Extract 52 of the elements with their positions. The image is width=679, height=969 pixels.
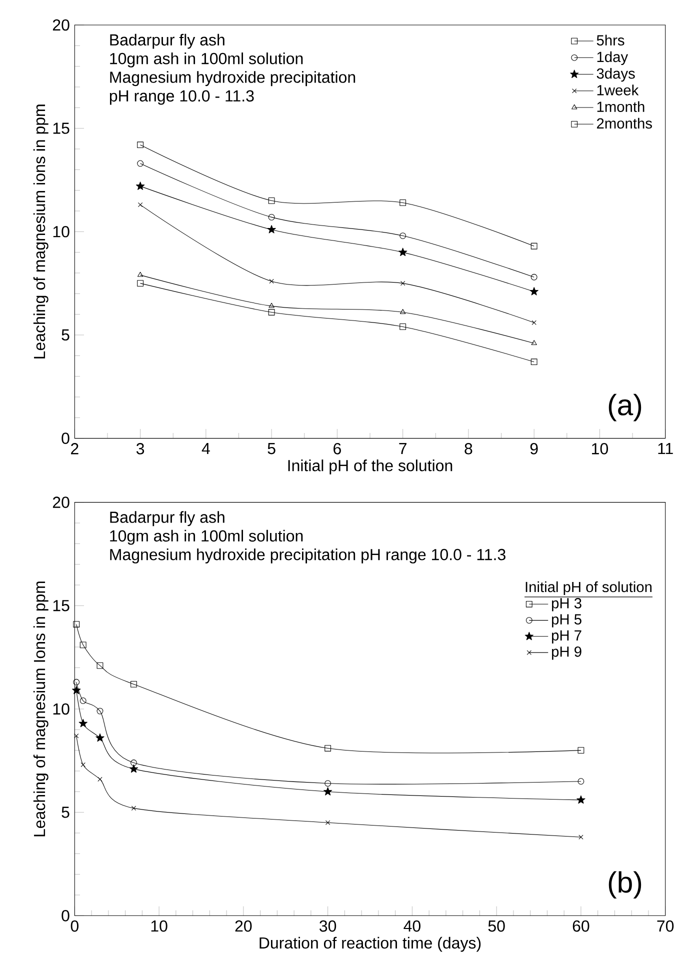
x-tick-label: 8 xyxy=(464,443,472,454)
legend-label: pH 3 xyxy=(552,598,582,612)
x-tick-label: 5 xyxy=(268,443,276,454)
annotation: Magnesium hydroxide precipitation xyxy=(110,71,356,86)
y-tick-label: 20 xyxy=(53,496,70,508)
y-tick-label: 0 xyxy=(62,432,70,444)
y-tick-label: 5 xyxy=(62,806,70,818)
y-tick-label: 20 xyxy=(53,19,70,31)
x-tick-label: 10 xyxy=(592,443,608,454)
y-tick-label: 10 xyxy=(54,703,70,715)
y-axis-title: Leaching of magnesium ions in ppm xyxy=(34,104,48,358)
x-tick-label: 3 xyxy=(136,443,144,454)
x-tick-label: 50 xyxy=(488,920,506,932)
y-tick-label: 0 xyxy=(62,910,70,922)
legend-label: 3days xyxy=(596,68,635,82)
legend-label: pH 5 xyxy=(552,614,582,628)
annotation: Magnesium hydroxide precipitation pH range 10.0 - 11.3 xyxy=(110,548,506,564)
x-tick-label: 70 xyxy=(657,920,674,932)
legend-label: 5hrs xyxy=(596,34,624,46)
x-tick-label: 30 xyxy=(320,920,336,932)
annotation: (b) xyxy=(609,871,642,899)
annotation: Badarpur fly ash xyxy=(110,511,225,526)
legend-title: Initial pH of solution xyxy=(526,581,652,596)
x-tick-label: 2 xyxy=(71,443,78,454)
annotation: (a) xyxy=(609,394,642,422)
x-tick-label: 9 xyxy=(530,443,538,454)
annotation: 10gm ash in 100ml solution xyxy=(110,52,303,68)
legend-label: pH 7 xyxy=(552,630,582,644)
x-tick-label: 7 xyxy=(399,443,407,454)
y-tick-label: 15 xyxy=(54,122,70,134)
x-tick-label: 6 xyxy=(334,443,342,454)
x-tick-label: 11 xyxy=(658,443,674,454)
x-tick-label: 40 xyxy=(404,920,421,932)
x-axis-title: Initial pH of the solution xyxy=(288,460,452,474)
x-axis-title: Duration of reaction time (days) xyxy=(260,936,481,952)
x-tick-label: 10 xyxy=(152,920,168,932)
y-tick-label: 15 xyxy=(54,600,70,612)
y-tick-label: 5 xyxy=(62,329,70,341)
legend-label: 1day xyxy=(598,51,628,66)
legend-label: pH 9 xyxy=(552,646,582,660)
y-axis-title: Leaching of magnesium Ions in ppm xyxy=(34,582,48,836)
legend-label: 1week xyxy=(598,84,639,96)
x-tick-label: 20 xyxy=(235,920,252,932)
y-tick-label: 10 xyxy=(54,226,70,238)
x-tick-label: 4 xyxy=(202,443,210,454)
x-tick-label: 0 xyxy=(71,920,79,932)
annotation: pH range 10.0 - 11.3 xyxy=(110,90,254,105)
annotation: 10gm ash in 100ml solution xyxy=(110,530,303,545)
annotation: Badarpur fly ash xyxy=(110,34,225,49)
x-tick-label: 60 xyxy=(573,920,590,932)
legend-label: 2months xyxy=(597,118,652,129)
legend-label: 1month xyxy=(598,101,644,112)
